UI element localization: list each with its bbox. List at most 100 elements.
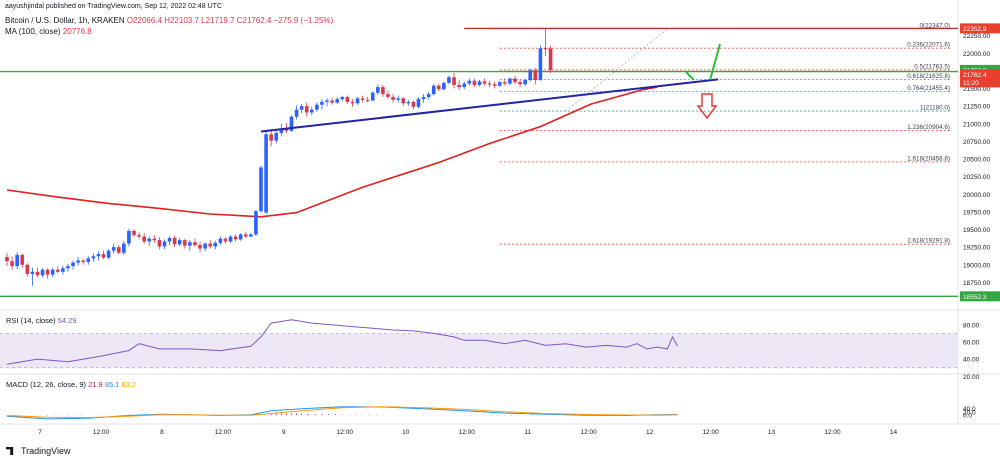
tradingview-logo-icon [6,447,14,455]
candle-body [503,82,507,84]
macd-tick-label: 20.0 [963,409,976,416]
green-dip-stroke [685,71,695,81]
candle-body [177,240,182,245]
macd-title: MACD (12, 26, close, 9) 21.9 85.1 63.2 [6,380,136,389]
candle-body [421,96,426,100]
candle-body [188,242,192,246]
candle-body [233,236,238,240]
instrument-header: Bitcoin / U.S. Dollar, 1h, KRAKEN O22066… [5,16,333,25]
candle-body [437,85,441,90]
time-tick-label: 8 [160,429,164,436]
time-tick-label: 12:00 [824,429,841,436]
candle-body [157,240,162,247]
candle-body [508,78,512,84]
candle-body [147,238,152,242]
candle-body [538,48,543,81]
candle-body [193,242,197,246]
candle-body [310,109,314,113]
candle-body [315,104,319,110]
candle-body [56,269,60,272]
tradingview-brand[interactable]: TradingView [6,446,71,456]
candle-body [391,96,395,100]
candle-body [543,48,548,50]
candle-body [203,243,207,249]
candle-body [284,128,289,131]
time-tick-label: 14 [890,429,898,436]
candle-body [254,211,258,235]
price-tag [960,23,1000,34]
price-tick-label: 20750.00 [963,139,990,146]
candle-body [386,94,390,97]
price-tick-label: 19250.00 [963,245,990,252]
time-tick-label: 12:00 [337,429,354,436]
candle-body [25,264,30,274]
candle-body [162,241,167,247]
candle-body [406,101,411,104]
price-tick-label: 19500.00 [963,227,990,234]
macd-pane: MACD (12, 26, close, 9) 21.9 85.1 63.2 4… [6,380,976,420]
candle-body [81,260,85,262]
rsi-pane: RSI (14, close) 54.29 80.00 60.00 40.00 20.0… [0,316,980,381]
candle-body [116,247,121,253]
candle-body [523,80,527,85]
time-tick-label: 12:00 [702,429,719,436]
candle-body [71,262,75,267]
candle-body [457,84,461,88]
fib-trend-line [565,28,668,112]
rsi-tick-label: 60.00 [963,340,980,347]
candle-body [279,128,284,133]
candle-body [127,230,131,244]
candle-body [533,70,538,81]
price-tag [960,69,1000,88]
candle-body [20,254,25,265]
time-tick-label: 12:00 [581,429,598,436]
annotations [260,43,721,133]
macd-value: 63.2 [122,380,137,389]
candle-body [274,132,279,141]
candle-body [249,234,253,237]
fib-level-label: 0.236(22071.6) [907,42,950,49]
fib-level-label: 0.5(21763.5) [914,63,950,70]
price-tick-label: 19000.00 [963,262,990,269]
candle-body [360,98,365,100]
candle-body [137,235,141,237]
candle-body [304,106,309,113]
price-tick-label: 22250.00 [963,33,990,40]
candle-body [513,78,517,83]
candle-body [370,92,375,101]
time-axis: 7 12:00 8 12:00 9 12:00 10 12:00 11 12:00 12 12:00 1… [38,429,897,436]
price-tag [960,291,1000,302]
candle-body [213,242,218,247]
time-tick-label: 10 [402,429,410,436]
candle-body [10,261,14,267]
candle-body [45,269,50,275]
candle-body [61,268,65,272]
fib-level-label: 0.618(21625.8) [907,73,950,80]
rsi-line [6,319,679,365]
candle-body [152,238,157,241]
candle-body [442,82,446,90]
candle-body [411,101,416,107]
rsi-tick-label: 80.00 [963,322,980,329]
ohlc-values: O22066.4 H22103.7 L21719.7 C21762.4 −275… [126,16,334,25]
candle-body [259,167,263,212]
candle-body [91,256,96,259]
rsi-value: 54.29 [58,316,77,325]
candle-body [416,99,421,107]
time-tick-label: 12:00 [459,429,476,436]
candle-body [228,236,233,242]
rsi-band [0,333,958,368]
candle-body [472,80,477,85]
candle-body [548,48,553,71]
candle-body [299,106,304,110]
candle-body [183,240,187,246]
fib-level-label: 1.618(20458.8) [907,155,950,162]
macd-tick-label: 40.0 [963,406,976,413]
candle-body [269,134,273,141]
candle-body [15,254,19,267]
price-tick-label: 21000.00 [963,121,990,128]
macd-tick-label: 0.0 [963,413,972,420]
price-axis: 22250.0022000.0021750.0021500.0021250.00… [963,33,990,287]
